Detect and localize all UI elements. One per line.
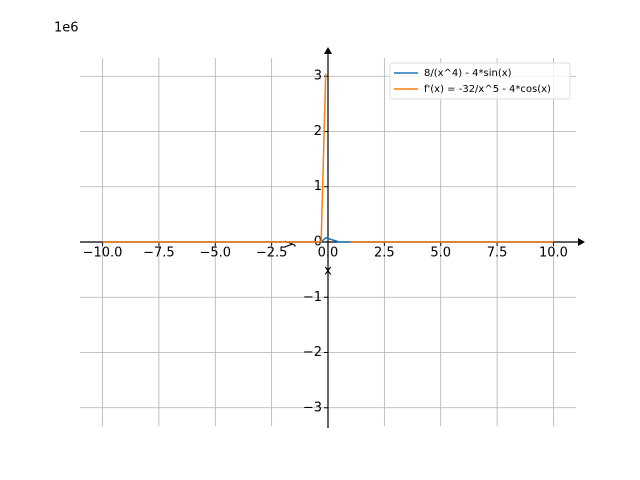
y-tick-label: −2: [303, 345, 322, 360]
legend-box: [389, 62, 571, 100]
x-tick-label: −10.0: [83, 246, 123, 261]
x-tick-label: 10.0: [539, 246, 568, 261]
y-axis-label: y: [282, 240, 297, 248]
y-tick-label: 3: [314, 69, 322, 84]
legend-label: 8/(x^4) - 4*sin(x): [424, 68, 512, 79]
legend: 8/(x^4) - 4*sin(x) f'(x) = -32/x^5 - 4*co…: [389, 62, 571, 100]
x-tick-label: −7.5: [143, 246, 175, 261]
x-tick-label: 2.5: [374, 246, 395, 261]
x-tick-label: −5.0: [199, 246, 231, 261]
y-offset: 1e6: [54, 21, 79, 36]
x-tick-label: 5.0: [430, 246, 451, 261]
x-tick-label: 7.5: [487, 246, 508, 261]
y-tick-label: 2: [314, 124, 322, 139]
y-tick-label: −3: [303, 400, 322, 415]
series-line: [102, 73, 554, 243]
x-tick-label: 0.0: [318, 246, 339, 261]
y-tick-label: −1: [303, 290, 322, 305]
x-arrow: [578, 238, 585, 246]
legend-label: f'(x) = -32/x^5 - 4*cos(x): [424, 84, 551, 95]
x-axis-label: x: [324, 264, 332, 279]
x-tick-label: −2.5: [256, 246, 288, 261]
y-arrow: [324, 47, 332, 54]
y-tick-label: 1: [314, 179, 322, 194]
